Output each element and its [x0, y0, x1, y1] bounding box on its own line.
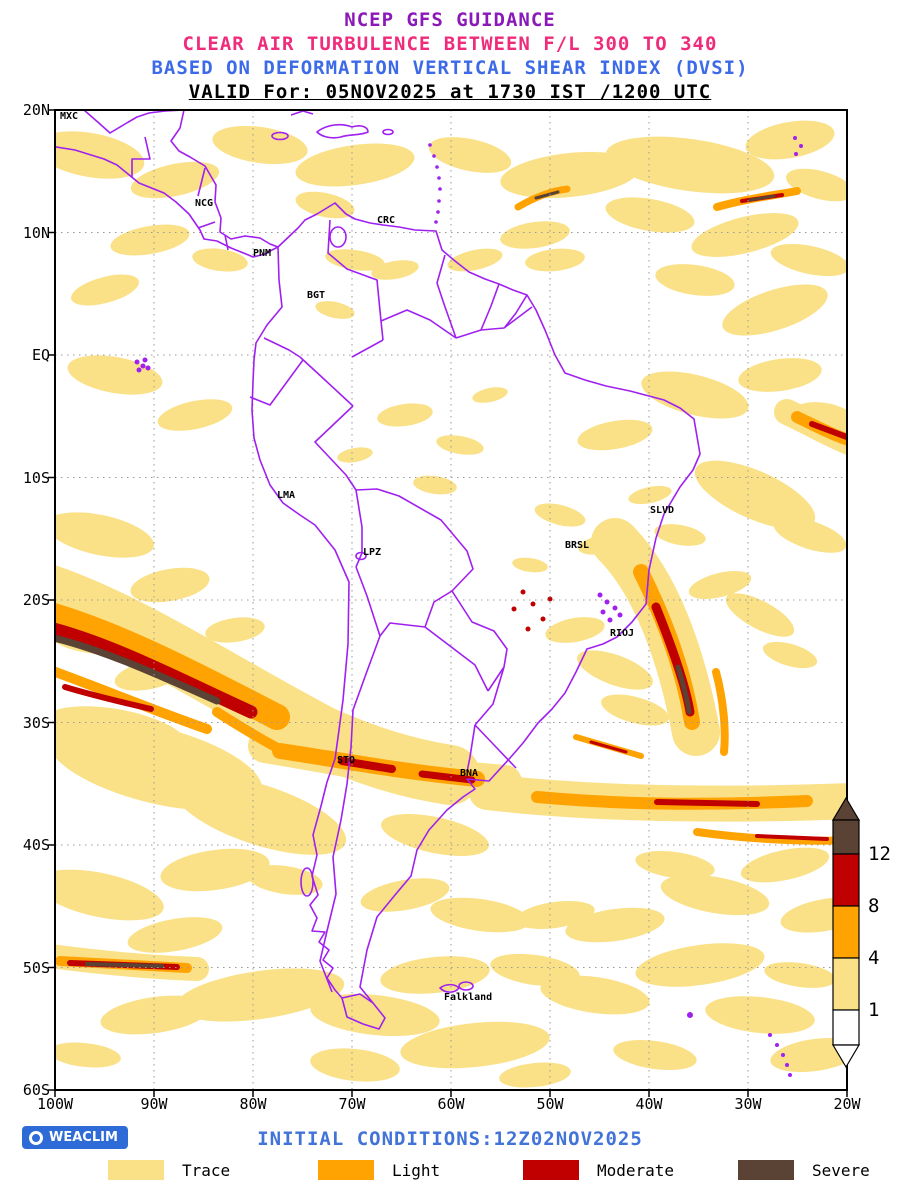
colorbar-tick-1: 1: [868, 999, 879, 1021]
title-line-3: BASED ON DEFORMATION VERTICAL SHEAR INDE…: [151, 57, 749, 79]
city-label-lma: LMA: [277, 490, 296, 501]
weaclim-logo-icon: [29, 1130, 43, 1145]
city-label-lpz: LPZ: [363, 547, 382, 558]
legend-label-light: Light: [392, 1160, 441, 1180]
weaclim-logo[interactable]: WEACLIM: [22, 1126, 128, 1149]
colorbar-tick-4: 4: [868, 947, 879, 969]
lat-tick-label: 20N: [22, 101, 50, 119]
weaclim-logo-text: WEACLIM: [49, 1130, 118, 1145]
colorbar-severe-segment: [832, 819, 860, 855]
city-label-rioj: RIOJ: [610, 628, 635, 639]
lon-tick-label: 90W: [140, 1095, 168, 1113]
scatter-marks: [134, 136, 803, 1077]
lon-tick-label: 80W: [239, 1095, 267, 1113]
lat-tick-label: EQ: [31, 346, 50, 364]
legend-label-trace: Trace: [182, 1160, 231, 1180]
title-line-1: NCEP GFS GUIDANCE: [344, 9, 556, 31]
lon-tick-label: 40W: [635, 1095, 663, 1113]
colorbar-trace-segment: [832, 957, 860, 1011]
lon-tick-label: 60W: [437, 1095, 465, 1113]
city-label-brsl: BRSL: [565, 540, 590, 551]
legend-swatch-severe: [738, 1160, 794, 1180]
lat-tick-label: 30S: [22, 714, 50, 732]
city-label-ncg: NCG: [195, 198, 214, 209]
city-label-falkland: Falkland: [444, 992, 493, 1003]
legend-label-severe: Severe: [812, 1160, 870, 1180]
gridlines: [55, 110, 847, 1090]
legend-label-moderate: Moderate: [597, 1160, 675, 1180]
city-label-sto: STO: [337, 755, 356, 766]
city-label-bgt: BGT: [307, 290, 326, 301]
lat-tick-label: 10S: [22, 469, 50, 487]
city-label-crc: CRC: [377, 215, 396, 226]
legend-item-light: Light: [318, 1160, 440, 1180]
title-line-4-valid-time: VALID For: 05NOV2025 at 1730 IST /1200 U…: [188, 81, 712, 103]
colorbar-bottom-arrow: [831, 1044, 861, 1069]
lon-tick-label: 20W: [833, 1095, 861, 1113]
axis-ticks: [48, 109, 848, 1097]
lat-tick-label: 40S: [22, 836, 50, 854]
colorbar-white-segment: [832, 1009, 860, 1046]
turbulence-severe-shading: [55, 190, 776, 968]
lat-tick-label: 50S: [22, 959, 50, 977]
south-america-coastline: [251, 202, 701, 1030]
legend-item-trace: Trace: [108, 1160, 230, 1180]
legend-swatch-moderate: [523, 1160, 579, 1180]
city-label-pnm: PNM: [253, 248, 272, 259]
colorbar-light-segment: [832, 905, 860, 959]
colorbar: 12 8 4 1: [831, 796, 891, 1069]
colorbar-top-arrow: [831, 796, 861, 821]
colorbar-moderate-segment: [832, 853, 860, 907]
legend-swatch-trace: [108, 1160, 164, 1180]
legend-item-moderate: Moderate: [523, 1160, 674, 1180]
lon-tick-label: 50W: [536, 1095, 564, 1113]
map-canvas: MXC NCG CRC PNM BGT LMA LPZ BRSL SLVD RI…: [48, 109, 848, 1097]
legend-swatch-light: [318, 1160, 374, 1180]
city-label-mxc: MXC: [60, 111, 79, 122]
city-label-slvd: SLVD: [650, 505, 675, 516]
map-graphic: [48, 109, 848, 1097]
legend-item-severe: Severe: [738, 1160, 870, 1180]
lon-tick-label: 100W: [36, 1095, 74, 1113]
lon-tick-label: 30W: [734, 1095, 762, 1113]
lat-tick-label: 60S: [22, 1081, 50, 1099]
city-label-bna: BNA: [460, 768, 479, 779]
colorbar-tick-12: 12: [868, 843, 891, 865]
lon-tick-label: 70W: [338, 1095, 366, 1113]
lat-tick-label: 20S: [22, 591, 50, 609]
lat-tick-label: 10N: [22, 224, 50, 242]
title-line-2: CLEAR AIR TURBULENCE BETWEEN F/L 300 TO …: [182, 33, 718, 55]
title-block: NCEP GFS GUIDANCE CLEAR AIR TURBULENCE B…: [0, 8, 900, 104]
initial-conditions-text: INITIAL CONDITIONS:12Z02NOV2025: [257, 1128, 643, 1150]
colorbar-tick-8: 8: [868, 895, 879, 917]
